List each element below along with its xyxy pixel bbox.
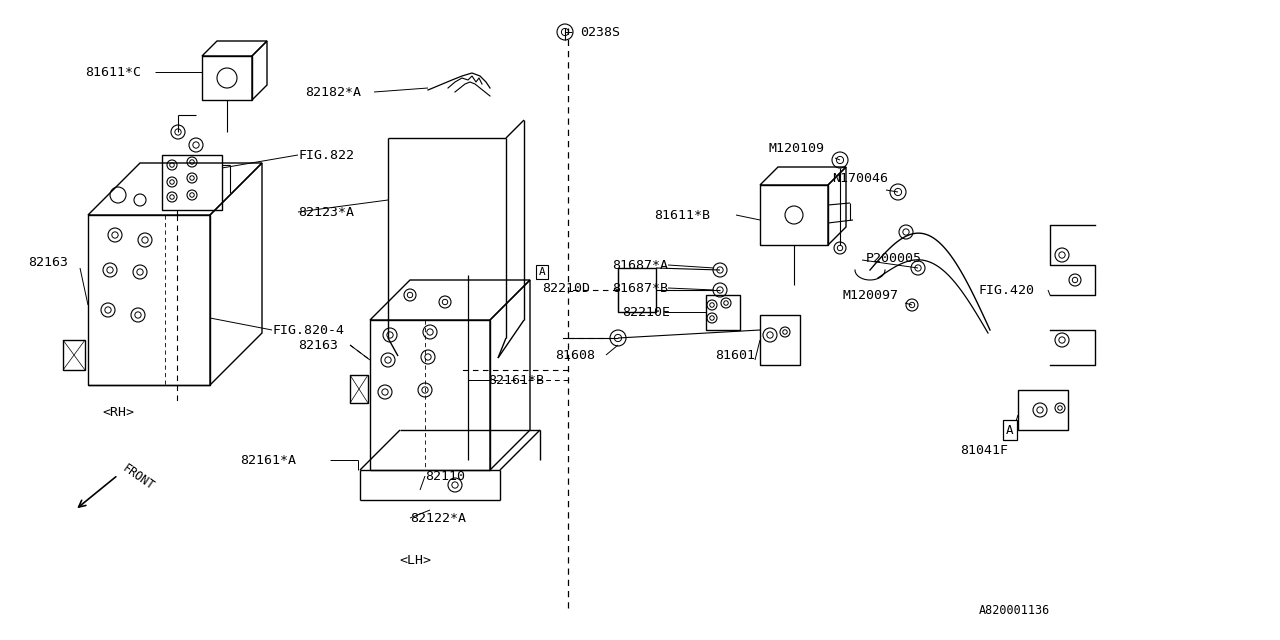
Text: 82122*A: 82122*A [410, 511, 466, 525]
Text: 82161*A: 82161*A [241, 454, 296, 467]
Text: A: A [539, 267, 545, 277]
Text: 81687*A: 81687*A [612, 259, 668, 271]
Text: <RH>: <RH> [102, 406, 134, 419]
Text: 81601: 81601 [716, 349, 755, 362]
Text: 82123*A: 82123*A [298, 205, 355, 218]
Text: FRONT: FRONT [120, 462, 156, 493]
Bar [63, 340, 84, 370]
Text: 82110: 82110 [425, 470, 465, 483]
Text: 81611*B: 81611*B [654, 209, 710, 221]
Bar [349, 375, 369, 403]
Text: 82210E: 82210E [622, 305, 669, 319]
Text: 82163: 82163 [28, 255, 68, 269]
Text: A: A [1006, 424, 1014, 436]
Text: 82161*B: 82161*B [488, 374, 544, 387]
Text: 81041F: 81041F [960, 444, 1009, 456]
Text: A820001136: A820001136 [979, 604, 1050, 616]
Text: 0238S: 0238S [580, 26, 620, 38]
Text: M120097: M120097 [842, 289, 899, 301]
Text: M120109: M120109 [768, 141, 824, 154]
Text: FIG.820-4: FIG.820-4 [273, 323, 344, 337]
Text: 82210D: 82210D [541, 282, 590, 294]
Bar [163, 155, 221, 210]
Text: N170046: N170046 [832, 172, 888, 184]
Text: 81608: 81608 [556, 349, 595, 362]
Text: 82163: 82163 [298, 339, 338, 351]
Text: 82182*A: 82182*A [305, 86, 361, 99]
Text: FIG.822: FIG.822 [298, 148, 355, 161]
Text: 81687*B: 81687*B [612, 282, 668, 294]
Text: 81611*C: 81611*C [84, 65, 141, 79]
Text: <LH>: <LH> [399, 554, 431, 566]
Text: P200005: P200005 [867, 252, 922, 264]
Text: FIG.420: FIG.420 [978, 284, 1034, 296]
